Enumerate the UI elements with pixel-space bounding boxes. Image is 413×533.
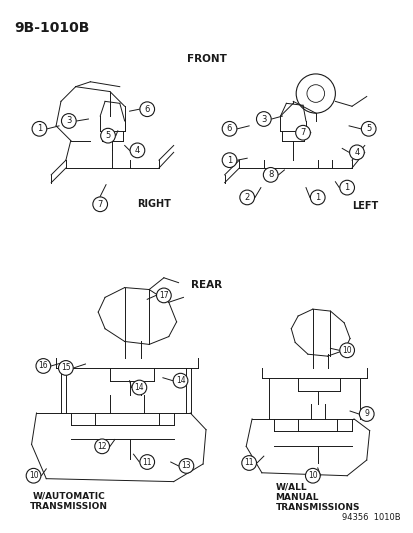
Text: 7: 7 [97, 200, 102, 209]
Circle shape [361, 122, 375, 136]
Text: 1: 1 [314, 193, 320, 202]
Text: 5: 5 [365, 124, 370, 133]
Circle shape [239, 190, 254, 205]
Circle shape [358, 407, 373, 422]
Text: 13: 13 [181, 462, 191, 471]
Circle shape [140, 455, 154, 470]
Circle shape [173, 373, 188, 388]
Text: 3: 3 [66, 117, 71, 125]
Circle shape [310, 190, 324, 205]
Text: 8: 8 [267, 171, 273, 180]
Circle shape [339, 343, 354, 358]
Text: 2: 2 [244, 193, 249, 202]
Circle shape [100, 128, 115, 143]
Circle shape [295, 125, 310, 140]
Circle shape [222, 122, 236, 136]
Text: 4: 4 [135, 146, 140, 155]
Circle shape [58, 361, 73, 375]
Text: 11: 11 [142, 457, 152, 466]
Text: 15: 15 [61, 364, 71, 373]
Text: 16: 16 [38, 361, 48, 370]
Circle shape [93, 197, 107, 212]
Text: RIGHT: RIGHT [137, 199, 171, 209]
Text: FRONT: FRONT [187, 54, 226, 64]
Circle shape [140, 102, 154, 117]
Circle shape [132, 380, 146, 395]
Text: 12: 12 [97, 442, 107, 451]
Circle shape [222, 153, 236, 167]
Circle shape [339, 180, 354, 195]
Text: 7: 7 [299, 128, 305, 137]
Text: 11: 11 [244, 458, 253, 467]
Circle shape [306, 85, 324, 102]
Text: W/AUTOMATIC
TRANSMISSION: W/AUTOMATIC TRANSMISSION [30, 491, 107, 511]
Circle shape [305, 469, 319, 483]
Text: 14: 14 [134, 383, 144, 392]
Circle shape [295, 74, 335, 113]
Text: 14: 14 [175, 376, 185, 385]
Text: LEFT: LEFT [351, 201, 377, 211]
Text: 9B-1010B: 9B-1010B [14, 21, 89, 35]
Circle shape [130, 143, 145, 158]
Text: 9: 9 [363, 409, 368, 418]
Circle shape [241, 456, 256, 470]
Circle shape [61, 114, 76, 128]
Text: 4: 4 [354, 148, 359, 157]
Text: 1: 1 [37, 124, 42, 133]
Text: 1: 1 [344, 183, 349, 192]
Text: 3: 3 [261, 115, 266, 124]
Circle shape [95, 439, 109, 454]
Text: 17: 17 [159, 291, 168, 300]
Circle shape [179, 458, 193, 473]
Text: 6: 6 [226, 124, 232, 133]
Text: W/ALL
MANUAL
TRANSMISSIONS: W/ALL MANUAL TRANSMISSIONS [275, 482, 359, 512]
Text: REAR: REAR [191, 280, 222, 290]
Text: 1: 1 [226, 156, 232, 165]
Circle shape [263, 167, 278, 182]
Circle shape [256, 111, 271, 126]
Text: 10: 10 [342, 346, 351, 355]
Text: 6: 6 [144, 104, 150, 114]
Circle shape [32, 122, 47, 136]
Circle shape [26, 469, 41, 483]
Text: 5: 5 [105, 131, 110, 140]
Text: 10: 10 [307, 471, 317, 480]
Circle shape [36, 359, 50, 373]
Circle shape [349, 145, 363, 160]
Circle shape [156, 288, 171, 303]
Text: 10: 10 [28, 471, 38, 480]
Text: 94356  1010B: 94356 1010B [342, 513, 400, 522]
